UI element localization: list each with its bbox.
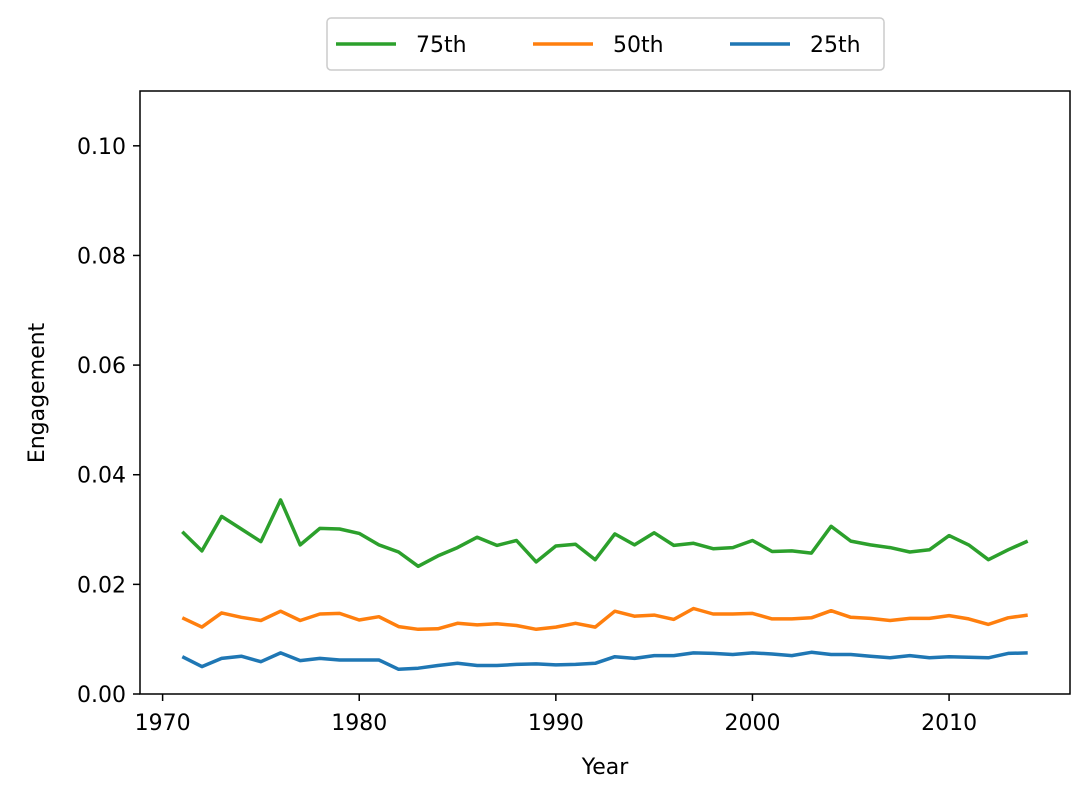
legend: 75th 50th 25th (326, 17, 885, 71)
x-axis-label: Year (581, 755, 630, 780)
series-lines (181, 498, 1029, 672)
series-line-25th (181, 650, 1028, 672)
y-tick-label: 0.06 (77, 354, 126, 379)
y-axis-label: Engagement (25, 322, 50, 463)
series-line-75th (181, 498, 1029, 569)
x-tick-label: 1970 (135, 711, 191, 736)
x-tick-label: 1990 (528, 711, 584, 736)
y-tick-label: 0.04 (77, 464, 126, 489)
legend-label-50th: 50th (613, 33, 664, 58)
y-tick-label: 0.02 (77, 573, 126, 598)
y-tick-label: 0.10 (77, 135, 126, 160)
legend-frame (326, 17, 885, 71)
x-tick-label: 2010 (921, 711, 977, 736)
legend-label-75th: 75th (416, 33, 467, 58)
plot-area-frame (139, 90, 1071, 695)
y-tick-label: 0.08 (77, 244, 126, 269)
y-tick-label: 0.00 (77, 683, 126, 708)
legend-label-25th: 25th (810, 33, 861, 58)
x-tick-label: 1980 (331, 711, 387, 736)
series-line-50th (181, 606, 1028, 632)
x-tick-label: 2000 (724, 711, 780, 736)
axis-ticks: 1970 1980 1990 2000 2010 0.00 0.02 0.04 0.06 0.08… (77, 135, 977, 736)
